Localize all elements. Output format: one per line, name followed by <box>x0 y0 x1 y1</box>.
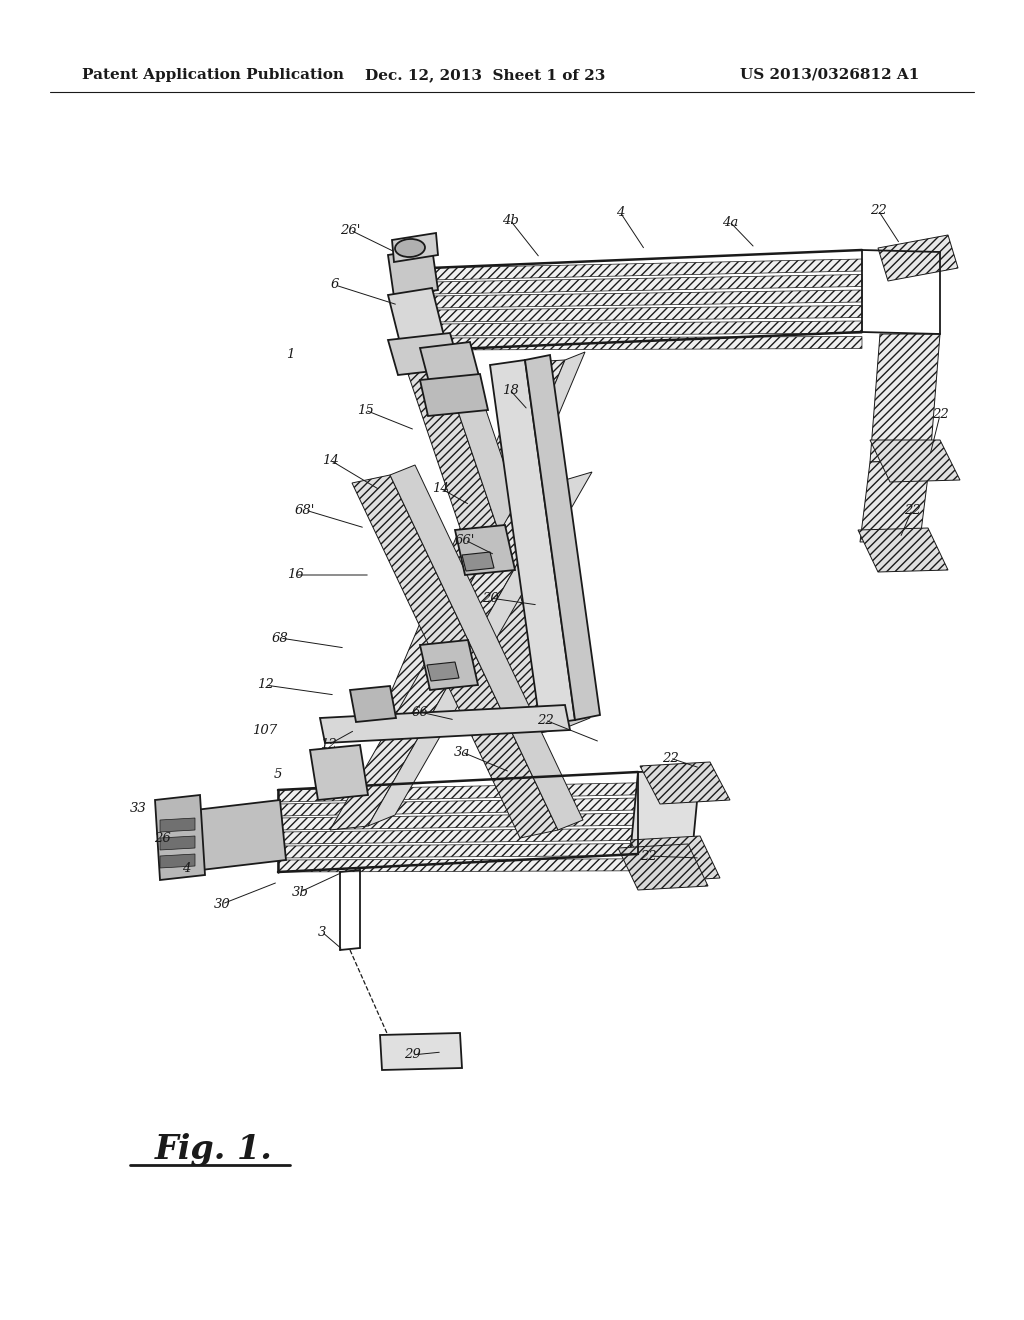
Polygon shape <box>618 843 708 890</box>
Text: 22: 22 <box>932 408 948 421</box>
Text: 20: 20 <box>481 591 499 605</box>
Polygon shape <box>427 663 459 681</box>
Text: 22: 22 <box>903 503 921 516</box>
Text: 107: 107 <box>253 723 278 737</box>
Text: 33: 33 <box>130 801 146 814</box>
Polygon shape <box>319 705 570 743</box>
Polygon shape <box>870 334 940 462</box>
Text: Fig. 1.: Fig. 1. <box>155 1134 272 1167</box>
Polygon shape <box>870 440 961 482</box>
Text: 30: 30 <box>214 898 230 911</box>
Polygon shape <box>278 829 638 843</box>
Polygon shape <box>390 465 583 830</box>
Text: 4a: 4a <box>722 215 738 228</box>
Polygon shape <box>440 348 590 729</box>
Text: 4b: 4b <box>502 214 518 227</box>
Polygon shape <box>380 1034 462 1071</box>
Polygon shape <box>860 459 930 543</box>
Polygon shape <box>455 525 515 576</box>
Text: 26': 26' <box>340 223 360 236</box>
Polygon shape <box>160 836 195 850</box>
Polygon shape <box>352 475 558 838</box>
Text: 66: 66 <box>412 705 428 718</box>
Ellipse shape <box>395 239 425 257</box>
Polygon shape <box>392 234 438 261</box>
Polygon shape <box>155 795 205 880</box>
Polygon shape <box>350 686 396 722</box>
Text: 29: 29 <box>403 1048 421 1061</box>
Polygon shape <box>420 640 478 690</box>
Polygon shape <box>406 358 565 735</box>
Polygon shape <box>420 374 488 416</box>
Polygon shape <box>278 813 638 830</box>
Polygon shape <box>435 337 862 350</box>
Text: 1: 1 <box>286 348 294 362</box>
Text: 68': 68' <box>295 503 315 516</box>
Text: Patent Application Publication: Patent Application Publication <box>82 69 344 82</box>
Text: 22: 22 <box>640 850 656 862</box>
Polygon shape <box>434 321 862 337</box>
Polygon shape <box>368 473 592 826</box>
Polygon shape <box>310 744 368 800</box>
Text: 22: 22 <box>662 751 678 764</box>
Text: 3a: 3a <box>454 746 470 759</box>
Text: 5: 5 <box>273 768 283 781</box>
Polygon shape <box>630 836 720 882</box>
Polygon shape <box>278 799 638 816</box>
Polygon shape <box>388 248 438 297</box>
Polygon shape <box>858 528 948 572</box>
Polygon shape <box>420 342 480 385</box>
Polygon shape <box>433 305 862 322</box>
Text: 12: 12 <box>319 738 336 751</box>
Polygon shape <box>330 480 565 830</box>
Text: 18: 18 <box>502 384 518 396</box>
Polygon shape <box>525 355 600 719</box>
Text: 16: 16 <box>287 569 303 582</box>
Text: 66': 66' <box>455 533 475 546</box>
Polygon shape <box>160 854 195 869</box>
Polygon shape <box>278 783 638 803</box>
Text: 6: 6 <box>331 279 339 292</box>
Text: 3: 3 <box>317 925 327 939</box>
Polygon shape <box>640 762 730 804</box>
Polygon shape <box>878 235 958 281</box>
Polygon shape <box>462 552 494 572</box>
Text: 14: 14 <box>322 454 338 466</box>
Text: Dec. 12, 2013  Sheet 1 of 23: Dec. 12, 2013 Sheet 1 of 23 <box>365 69 605 82</box>
Polygon shape <box>278 859 638 873</box>
Text: 15: 15 <box>356 404 374 417</box>
Polygon shape <box>432 290 862 308</box>
Text: 12: 12 <box>257 678 273 692</box>
Text: 4: 4 <box>182 862 190 874</box>
Text: 4: 4 <box>615 206 625 219</box>
Text: US 2013/0326812 A1: US 2013/0326812 A1 <box>740 69 920 82</box>
Text: 22: 22 <box>869 203 887 216</box>
Text: 22: 22 <box>537 714 553 726</box>
Polygon shape <box>388 288 445 347</box>
Polygon shape <box>388 333 460 375</box>
Polygon shape <box>160 818 195 832</box>
Polygon shape <box>430 259 862 280</box>
Polygon shape <box>630 770 700 855</box>
Text: 68: 68 <box>271 631 289 644</box>
Text: 3b: 3b <box>292 886 308 899</box>
Polygon shape <box>375 360 565 730</box>
Text: 14: 14 <box>432 482 449 495</box>
Text: 26: 26 <box>154 832 170 845</box>
Polygon shape <box>490 360 575 725</box>
Polygon shape <box>431 275 862 294</box>
Polygon shape <box>410 352 585 729</box>
Polygon shape <box>278 843 638 858</box>
Polygon shape <box>195 800 286 870</box>
